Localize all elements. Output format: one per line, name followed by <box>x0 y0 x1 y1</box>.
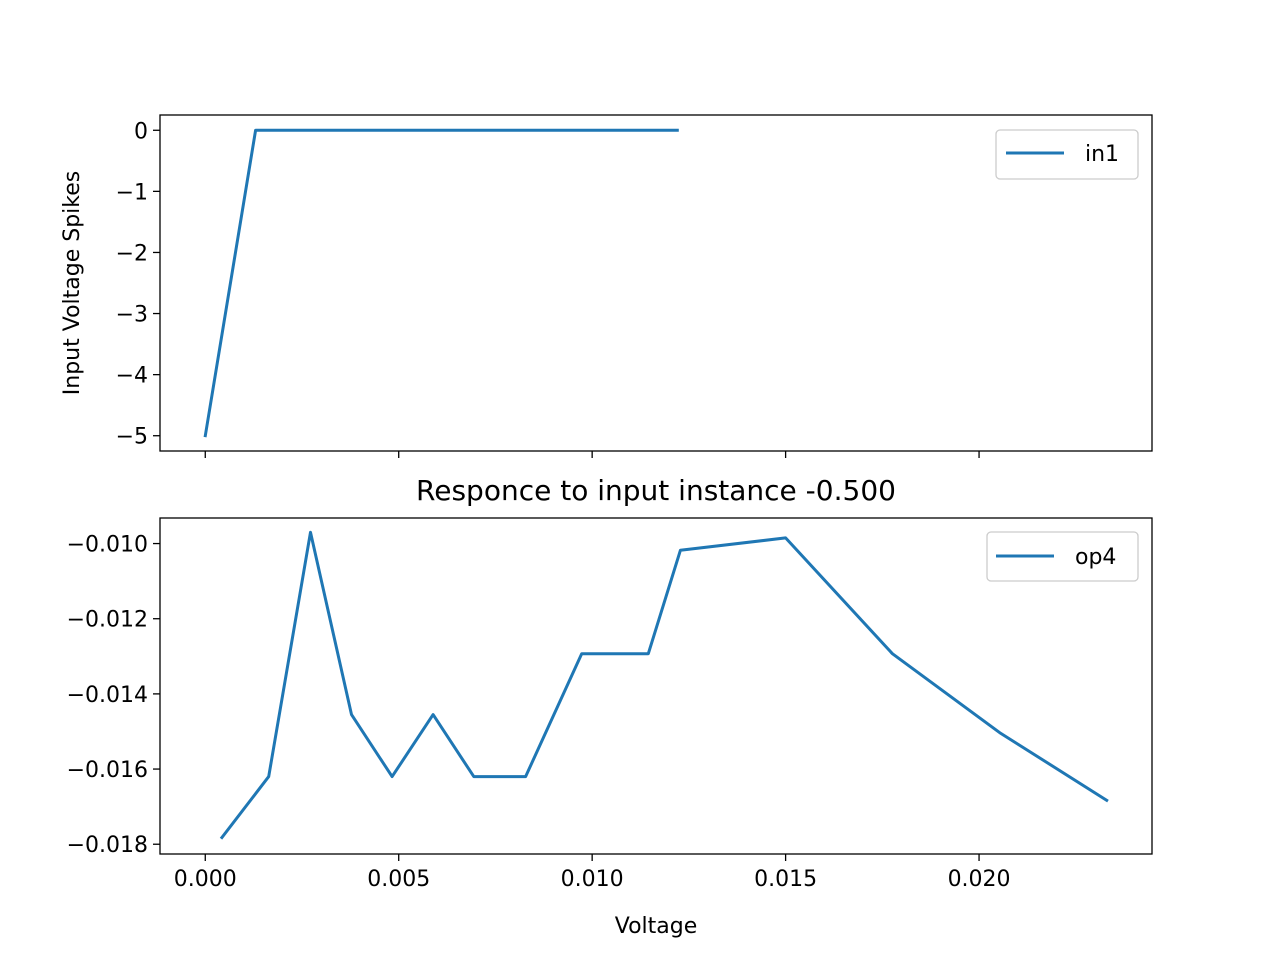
top-series-line-in1 <box>203 128 679 438</box>
bottom-chart-title: Responce to input instance -0.500 <box>416 474 896 507</box>
top-plot-frame <box>159 114 1153 452</box>
top-y-tick-label: −2 <box>116 241 148 266</box>
bottom-x-tick-label: 0.000 <box>174 867 237 892</box>
top-y-tick-label: −5 <box>116 425 148 450</box>
top-legend-label: in1 <box>1085 142 1119 167</box>
bottom-x-tick-label: 0.020 <box>948 867 1011 892</box>
bottom-series-line-op4 <box>219 530 1109 840</box>
top-y-tick-label: 0 <box>134 119 148 144</box>
bottom-legend-label: op4 <box>1075 545 1116 570</box>
top-x-ticks <box>204 451 980 458</box>
bottom-y-tick-label: −0.012 <box>67 608 148 633</box>
bottom-y-tick-label: −0.010 <box>67 533 148 558</box>
top-plot-area <box>160 115 1152 451</box>
bottom-x-tick-label: 0.015 <box>754 867 817 892</box>
bottom-series-lines <box>219 530 1109 840</box>
bottom-y-tick-label: −0.016 <box>67 758 148 783</box>
bottom-x-axis-label: Voltage <box>615 914 698 939</box>
bottom-x-tick-label: 0.005 <box>367 867 430 892</box>
top-y-axis-label: Input Voltage Spikes <box>60 171 85 395</box>
top-axes: 0 −1 −2 −3 −4 −5 Input Voltage Spikes in1 <box>60 114 1153 458</box>
bottom-x-tick-label: 0.010 <box>561 867 624 892</box>
bottom-y-tick-label: −0.018 <box>67 833 148 858</box>
bottom-y-tick-label: −0.014 <box>67 683 148 708</box>
bottom-legend-box <box>986 531 1139 582</box>
top-y-tick-label: −1 <box>116 180 148 205</box>
bottom-y-ticks: −0.010 −0.012 −0.014 −0.016 −0.018 <box>67 533 160 858</box>
top-legend: in1 <box>995 129 1139 180</box>
top-legend-box <box>995 129 1139 180</box>
top-series-lines <box>203 128 679 438</box>
bottom-axes: −0.010−0.012−0.014−0.016−0.018 0.000 0.00… <box>67 517 1153 939</box>
bottom-x-ticks: 0.000 0.005 0.010 0.015 0.020 <box>174 854 1011 892</box>
top-y-tick-label: −3 <box>116 303 148 328</box>
bottom-legend: op4 <box>986 531 1139 582</box>
top-y-tick-label: −4 <box>116 364 148 389</box>
bottom-plot-frame <box>159 517 1153 855</box>
top-y-ticks: 0 −1 −2 −3 −4 −5 <box>116 119 160 450</box>
